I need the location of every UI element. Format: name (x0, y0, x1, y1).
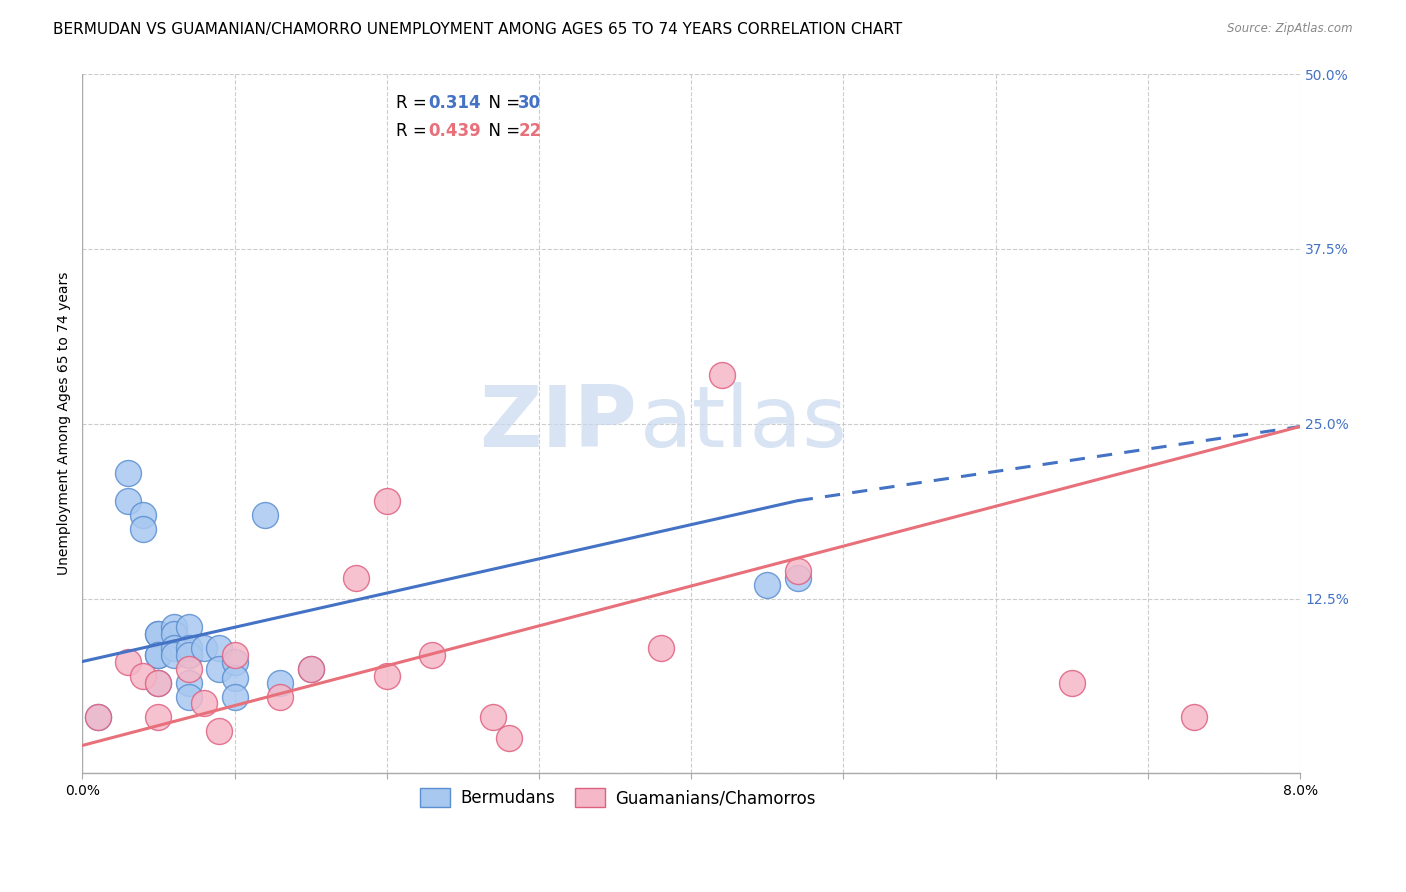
Text: 0.439: 0.439 (429, 121, 481, 139)
Text: ZIP: ZIP (478, 383, 637, 466)
Point (269, 690, 291, 704)
Point (224, 671, 246, 685)
Point (1182, 710, 1205, 724)
Point (117, 655, 139, 669)
Point (344, 571, 367, 585)
Point (148, 675, 170, 690)
Point (498, 731, 520, 746)
Point (224, 655, 246, 669)
Point (117, 466, 139, 480)
Text: atlas: atlas (640, 383, 848, 466)
Point (208, 661, 231, 675)
Point (786, 571, 808, 585)
Point (710, 368, 733, 382)
Point (269, 675, 291, 690)
Point (224, 690, 246, 704)
Text: R =: R = (396, 94, 433, 112)
Point (148, 648, 170, 662)
Point (422, 648, 444, 662)
Point (86, 710, 108, 724)
Point (162, 648, 184, 662)
Point (208, 724, 231, 739)
Point (162, 619, 184, 633)
Point (177, 640, 200, 655)
Legend: Bermudans, Guamanians/Chamorros: Bermudans, Guamanians/Chamorros (412, 780, 824, 815)
Point (148, 675, 170, 690)
Point (208, 640, 231, 655)
Point (148, 626, 170, 640)
Point (132, 508, 155, 522)
Point (786, 564, 808, 578)
Point (1060, 675, 1083, 690)
Point (299, 661, 322, 675)
Point (132, 668, 155, 682)
Point (148, 648, 170, 662)
Text: 0.314: 0.314 (429, 94, 481, 112)
Text: 30: 30 (519, 94, 541, 112)
Point (162, 640, 184, 655)
Point (193, 697, 215, 711)
Text: N =: N = (478, 121, 526, 139)
Point (375, 493, 398, 508)
Point (224, 648, 246, 662)
Y-axis label: Unemployment Among Ages 65 to 74 years: Unemployment Among Ages 65 to 74 years (58, 272, 72, 575)
Point (756, 577, 779, 591)
Point (162, 626, 184, 640)
Point (148, 710, 170, 724)
Point (253, 508, 276, 522)
Point (193, 640, 215, 655)
Text: R =: R = (396, 121, 433, 139)
Point (177, 675, 200, 690)
Point (148, 626, 170, 640)
Point (86, 710, 108, 724)
Point (117, 493, 139, 508)
Text: N =: N = (478, 94, 526, 112)
Point (482, 710, 505, 724)
Point (177, 690, 200, 704)
Point (650, 640, 672, 655)
Text: Source: ZipAtlas.com: Source: ZipAtlas.com (1227, 22, 1353, 36)
Point (132, 522, 155, 536)
Point (299, 661, 322, 675)
Point (375, 668, 398, 682)
Point (177, 648, 200, 662)
Point (177, 619, 200, 633)
Text: 22: 22 (519, 121, 541, 139)
Point (177, 661, 200, 675)
Text: BERMUDAN VS GUAMANIAN/CHAMORRO UNEMPLOYMENT AMONG AGES 65 TO 74 YEARS CORRELATIO: BERMUDAN VS GUAMANIAN/CHAMORRO UNEMPLOYM… (53, 22, 903, 37)
